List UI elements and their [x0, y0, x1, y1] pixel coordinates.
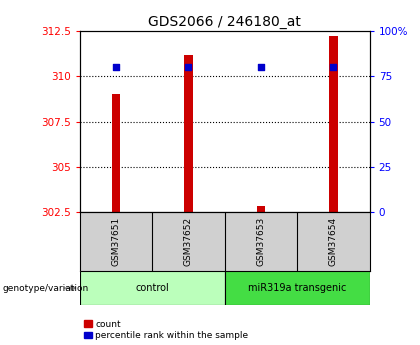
Text: GSM37652: GSM37652	[184, 217, 193, 266]
Text: miR319a transgenic: miR319a transgenic	[248, 283, 346, 293]
Text: GSM37654: GSM37654	[329, 217, 338, 266]
Bar	[80, 271, 225, 305]
Bar	[329, 37, 338, 212]
Text: GSM37651: GSM37651	[112, 217, 121, 266]
Bar	[257, 206, 265, 212]
Bar	[112, 95, 121, 212]
Bar	[184, 55, 193, 212]
Point	[330, 65, 337, 70]
Text: genotype/variation: genotype/variation	[2, 284, 88, 293]
Title: GDS2066 / 246180_at: GDS2066 / 246180_at	[148, 14, 301, 29]
Point	[257, 65, 264, 70]
Text: control: control	[135, 283, 169, 293]
Point	[185, 65, 192, 70]
Text: GSM37653: GSM37653	[257, 217, 265, 266]
Bar	[225, 271, 370, 305]
Legend: count, percentile rank within the sample: count, percentile rank within the sample	[84, 320, 248, 341]
Point	[113, 65, 119, 70]
